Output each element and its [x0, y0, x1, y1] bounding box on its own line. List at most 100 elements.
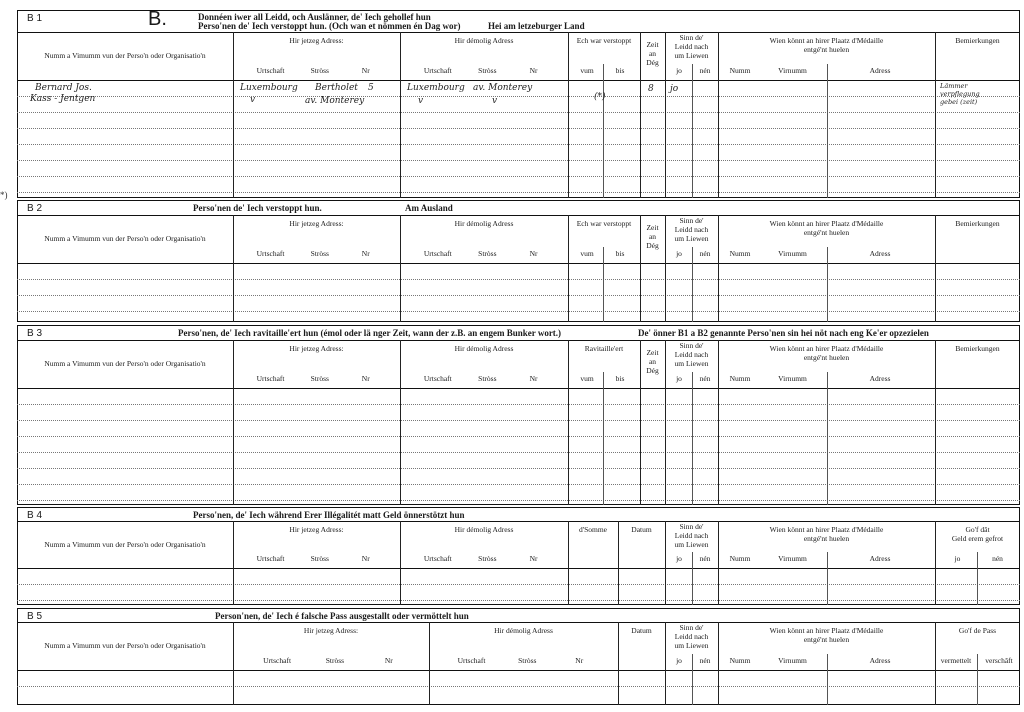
adress-label: Adress [869, 554, 891, 563]
column-divider [233, 215, 234, 322]
days-header: an [648, 232, 657, 241]
title-underline [17, 622, 1020, 623]
column-divider [977, 654, 978, 705]
urtschaft-label: Urtschaft [256, 374, 285, 383]
header-underline [17, 568, 1020, 569]
stross-label: Stròss [478, 66, 497, 75]
hidden-header: Ech war verstoppt [576, 36, 632, 45]
stross-label: Stròss [325, 656, 345, 665]
old-town-entry-2: v [418, 96, 424, 106]
column-divider [618, 622, 619, 705]
bis-label: bis [615, 66, 625, 75]
alive-header: um Liewen [674, 359, 709, 368]
alive-header: Leidd nach [674, 350, 709, 359]
column-divider [568, 340, 569, 505]
column-divider [692, 552, 693, 605]
column-divider [568, 521, 569, 605]
old-town-entry-1: Luxembourg [407, 83, 465, 93]
column-divider [400, 32, 401, 198]
column-divider [665, 622, 666, 705]
old-address-header: Hir démolig Adress [454, 525, 514, 534]
section-title: Perso'nen de' Iech verstoppt hun. [193, 203, 322, 213]
column-divider [233, 622, 234, 705]
section-id: B 4 [27, 510, 43, 521]
days-header: Dég [646, 241, 659, 250]
column-divider [640, 340, 641, 505]
nr-label: Nr [361, 249, 370, 258]
column-divider [718, 521, 719, 605]
money-given-header: Geld erem gefrot [951, 534, 1004, 543]
column-divider [718, 32, 719, 198]
title-underline [17, 32, 1020, 33]
old-street-entry-1: av. Monterey [473, 83, 533, 93]
nr-label: Nr [529, 374, 538, 383]
nr-label: Nr [529, 554, 538, 563]
section-4 [17, 507, 1020, 605]
adress-label: Adress [869, 66, 891, 75]
virnumm-label: Virnumm [778, 554, 807, 563]
date-header: Datum [631, 525, 652, 534]
column-divider [568, 32, 569, 198]
alive-header: um Liewen [674, 234, 709, 243]
column-divider [692, 654, 693, 705]
header-underline [17, 388, 1020, 389]
nen-label: nén [699, 249, 711, 258]
days-header: Dég [646, 366, 659, 375]
row-line [17, 279, 1020, 280]
current-address-header: Hir jetzeg Adress: [303, 626, 359, 635]
current-address-header: Hir jetzeg Adress: [289, 36, 344, 45]
section-id: B 1 [27, 13, 43, 24]
remarks-entry-3: gebei (zeit) [940, 98, 978, 106]
row-line [17, 452, 1020, 453]
column-divider [935, 521, 936, 605]
section-2 [17, 200, 1020, 322]
adress-label: Adress [869, 374, 891, 383]
pass-header: Go'f de Pass [958, 626, 997, 635]
column-divider [718, 340, 719, 505]
numm-label: Numm [729, 554, 751, 563]
numm-label: Numm [729, 656, 751, 665]
virnumm-label: Virnumm [778, 374, 807, 383]
row-line [17, 584, 1020, 585]
old-address-header: Hir démolig Adress [454, 344, 514, 353]
name-header: Numm a Vimumm vun der Perso'n oder Organ… [44, 234, 206, 243]
row-line [17, 468, 1020, 469]
name-entry-2: Kass - Jentgen [30, 94, 96, 104]
column-divider [233, 340, 234, 505]
alive-header: Leidd nach [674, 531, 709, 540]
medal-header: Wien könnt an hirer Plaatz d'Médaille [769, 626, 884, 635]
current-address-header: Hir jetzeg Adress: [289, 525, 344, 534]
header-underline [17, 670, 1020, 671]
urtschaft-label: Urtschaft [263, 656, 292, 665]
remarks-header: Bemierkungen [955, 344, 1000, 353]
jo-label: jo [676, 374, 682, 383]
title-underline [17, 340, 1020, 341]
medal-header: Wien könnt an hirer Plaatz d'Médaille [769, 36, 884, 45]
urtschaft-label: Urtschaft [256, 554, 285, 563]
section-title-right: Hei am letzeburger Land [488, 21, 585, 31]
alive-jo-entry-1: jo [670, 84, 679, 94]
section-letter: B. [148, 8, 167, 30]
adress-label: Adress [869, 249, 891, 258]
title-underline [17, 521, 1020, 522]
hidden-header: Ech war verstoppt [576, 219, 632, 228]
column-divider [827, 654, 828, 705]
row-line [17, 600, 1020, 601]
medal-header: entgé'nt huelen [803, 45, 850, 54]
medal-header: Wien könnt an hirer Plaatz d'Médaille [769, 219, 884, 228]
column-divider [827, 64, 828, 198]
alive-header: Leidd nach [674, 225, 709, 234]
alive-header: Leidd nach [674, 632, 709, 641]
current-town-entry-2: v [250, 95, 256, 105]
money-given-header: Go'f dât [965, 525, 990, 534]
row-line [17, 484, 1020, 485]
stross-label: Stròss [310, 66, 329, 75]
current-address-header: Hir jetzeg Adress: [289, 219, 344, 228]
virnumm-label: Virnumm [778, 66, 807, 75]
column-divider [827, 552, 828, 605]
row-line [17, 404, 1020, 405]
alive-header: Leidd nach [674, 42, 709, 51]
nr-label: Nr [361, 66, 370, 75]
name-header: Numm a Vimumm vun der Perso'n oder Organ… [44, 359, 206, 368]
column-divider [640, 32, 641, 198]
